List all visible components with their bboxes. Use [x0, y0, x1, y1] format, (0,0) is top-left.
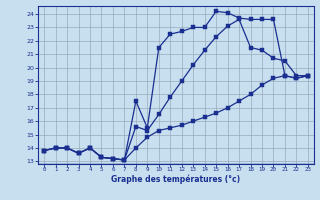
X-axis label: Graphe des températures (°c): Graphe des températures (°c)	[111, 175, 241, 184]
